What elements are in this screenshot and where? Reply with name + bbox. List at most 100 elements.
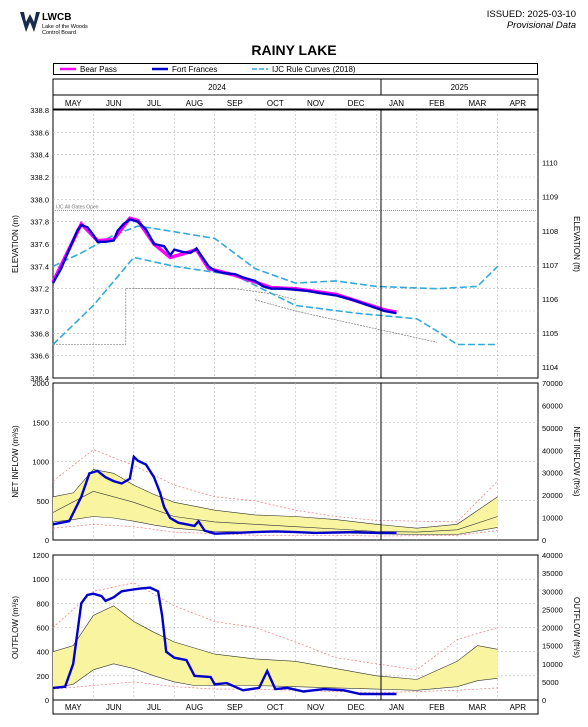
y2tick-2-1: 5000 — [542, 678, 559, 687]
month-label-bottom-feb: FEB — [429, 703, 445, 712]
month-label-bottom-jan: JAN — [389, 703, 404, 712]
year-label-2024: 2024 — [208, 83, 226, 92]
legend: Bear Pass Fort Frances IJC Rule Curves (… — [53, 63, 538, 75]
y2tick-0-0: 1104 — [542, 363, 558, 372]
ytick-2-5: 1000 — [32, 575, 49, 584]
y2tick-0-6: 1110 — [542, 159, 558, 168]
legend-label-fort-frances: Fort Frances — [172, 64, 218, 74]
normal-range-band-2 — [53, 605, 498, 691]
y2tick-0-3: 1107 — [542, 261, 558, 270]
month-strip-bottom — [52, 699, 539, 715]
series-2-fort-frances — [52, 586, 397, 696]
month-label-bottom-nov: NOV — [307, 703, 325, 712]
y2tick-0-5: 1109 — [542, 193, 558, 202]
ytick-2-3: 600 — [36, 624, 49, 633]
pct-upper-line-2 — [52, 582, 498, 671]
month-strip-top — [52, 94, 539, 110]
ytick-1-4: 2000 — [32, 379, 49, 388]
month-label-bottom-jul: JUL — [147, 703, 162, 712]
month-label-top-dec: DEC — [348, 99, 365, 108]
month-label-bottom-dec: DEC — [348, 703, 365, 712]
ylabel2-0: ELEVATION (ft) — [572, 216, 581, 272]
month-label-top-jan: JAN — [389, 99, 404, 108]
y2tick-1-4: 40000 — [542, 446, 563, 455]
series-0-ijc-upper — [52, 225, 499, 290]
gates-open-label: IJC All Gates Open — [56, 205, 99, 211]
ylabel2-2: OUTFLOW (ft³/s) — [572, 597, 581, 658]
provisional-note: Provisional Data — [506, 20, 576, 31]
legend-label-bear-pass: Bear Pass — [80, 64, 117, 74]
ytick-0-9: 338.2 — [30, 173, 49, 182]
ytick-2-6: 1200 — [32, 551, 49, 560]
y2tick-1-2: 20000 — [542, 491, 563, 500]
y2tick-2-0: 0 — [542, 696, 546, 705]
month-label-bottom-mar: MAR — [468, 703, 486, 712]
ytick-2-4: 800 — [36, 599, 49, 608]
ylabel-1: NET INFLOW (m³/s) — [11, 425, 20, 498]
month-label-bottom-sep: SEP — [227, 703, 243, 712]
legend-fort-frances: Fort Frances — [152, 64, 217, 74]
series-0-ijc-lower — [52, 256, 498, 346]
chart-title: RAINY LAKE — [251, 42, 337, 58]
y2tick-1-6: 60000 — [542, 401, 563, 410]
ylabel2-1: NET INFLOW (ft³/s) — [572, 426, 581, 496]
ytick-1-1: 500 — [36, 497, 49, 506]
band-upper-line-1 — [52, 469, 498, 529]
legend-ijc-rule-curves: IJC Rule Curves (2018) — [252, 64, 356, 74]
y2tick-0-4: 1108 — [542, 227, 558, 236]
y2tick-2-8: 40000 — [542, 551, 563, 560]
ytick-0-5: 337.4 — [30, 262, 49, 271]
ytick-0-12: 338.8 — [30, 106, 49, 115]
ytick-0-6: 337.6 — [30, 240, 49, 249]
month-label-top-oct: OCT — [267, 99, 284, 108]
month-label-top-aug: AUG — [186, 99, 203, 108]
y2tick-0-2: 1106 — [542, 295, 558, 304]
ytick-0-8: 338.0 — [30, 195, 49, 204]
pct-upper-line-1 — [52, 449, 498, 523]
ytick-1-3: 1500 — [32, 418, 49, 427]
ytick-1-2: 1000 — [32, 458, 49, 467]
month-label-top-may: MAY — [65, 99, 82, 108]
ylabel-2: OUTFLOW (m³/s) — [11, 596, 20, 659]
y2tick-2-4: 20000 — [542, 624, 563, 633]
legend-bear-pass: Bear Pass — [60, 64, 117, 74]
logo-text: LWCB — [42, 12, 71, 23]
y2tick-2-5: 25000 — [542, 605, 563, 614]
ytick-0-2: 336.8 — [30, 329, 49, 338]
y2tick-0-1: 1105 — [542, 329, 558, 338]
ytick-0-7: 337.8 — [30, 218, 49, 227]
month-label-bottom-may: MAY — [65, 703, 82, 712]
y2tick-2-6: 30000 — [542, 587, 563, 596]
ytick-2-1: 200 — [36, 672, 49, 681]
month-label-bottom-oct: OCT — [267, 703, 284, 712]
y2tick-1-5: 50000 — [542, 424, 563, 433]
logo-sub2: Control Board — [42, 30, 76, 36]
ytick-0-3: 337.0 — [30, 307, 49, 316]
y2tick-2-3: 15000 — [542, 642, 563, 651]
y2tick-2-2: 10000 — [542, 660, 563, 669]
y2tick-1-0: 0 — [542, 536, 546, 545]
lwcb-logo: LWCB Lake of the Woods Control Board — [18, 8, 128, 38]
legend-label-ijc: IJC Rule Curves (2018) — [272, 64, 356, 74]
series-0-fort-frances — [51, 218, 397, 315]
ytick-2-2: 400 — [36, 648, 49, 657]
month-label-bottom-aug: AUG — [186, 703, 203, 712]
month-label-top-mar: MAR — [468, 99, 486, 108]
month-label-bottom-apr: APR — [510, 703, 527, 712]
y2tick-1-1: 10000 — [542, 514, 563, 523]
y2tick-1-3: 30000 — [542, 469, 563, 478]
band-upper-line-2 — [52, 605, 498, 680]
month-label-top-sep: SEP — [227, 99, 243, 108]
ytick-0-11: 338.6 — [30, 128, 49, 137]
ylabel-0: ELEVATION (m) — [11, 215, 20, 273]
y2tick-1-7: 70000 — [542, 379, 563, 388]
ytick-0-0: 336.4 — [30, 374, 49, 383]
year-label-2025: 2025 — [451, 83, 469, 92]
ytick-2-0: 0 — [45, 696, 49, 705]
series-0-regime-lower — [255, 299, 438, 343]
logo-sub1: Lake of the Woods — [42, 24, 88, 30]
month-label-top-jul: JUL — [147, 99, 162, 108]
month-label-top-feb: FEB — [429, 99, 445, 108]
series-0-regime-upper — [53, 288, 296, 345]
